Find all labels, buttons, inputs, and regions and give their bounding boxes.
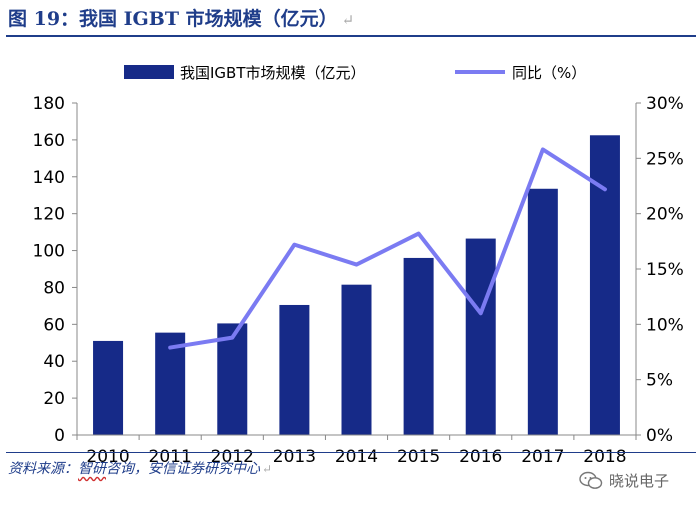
legend-bar-label: 我国IGBT市场规模（亿元） xyxy=(180,64,366,82)
y-right-tick-label: 30% xyxy=(646,94,684,114)
y-left-tick-label: 160 xyxy=(33,131,65,151)
source-rest: 咨询，安信证券研究中心 xyxy=(106,461,260,477)
y-right-tick-label: 25% xyxy=(646,149,684,169)
y-left-tick-label: 140 xyxy=(33,168,65,188)
bar-2015 xyxy=(403,257,434,435)
title-divider xyxy=(6,35,696,37)
y-right-tick-label: 20% xyxy=(646,205,684,225)
wechat-icon xyxy=(579,471,603,489)
x-tick-label-2018: 2018 xyxy=(583,447,626,467)
source-highlight: 智研 xyxy=(78,461,106,477)
bar-2011 xyxy=(155,332,186,435)
watermark: 晓说电子 xyxy=(579,470,669,491)
y-left-tick-label: 180 xyxy=(33,94,65,114)
y-right-tick-label: 0% xyxy=(646,426,673,446)
y-right-tick-label: 5% xyxy=(646,371,673,391)
bar-2017 xyxy=(527,188,558,435)
x-tick-label-2013: 2013 xyxy=(273,447,316,467)
source-note: 资料来源：智研咨询，安信证券研究中心 ↵ xyxy=(8,458,272,478)
legend-line-label: 同比（%） xyxy=(512,64,586,82)
bar-2014 xyxy=(341,284,372,435)
source-divider xyxy=(6,452,696,453)
y-left-tick-label: 80 xyxy=(43,278,65,298)
source-prefix: 资料来源： xyxy=(8,461,78,477)
y-left-tick-label: 20 xyxy=(43,389,65,409)
y-right-tick-label: 15% xyxy=(646,260,684,280)
legend-bar-swatch xyxy=(124,65,174,79)
y-left-tick-label: 120 xyxy=(33,205,65,225)
x-tick-label-2015: 2015 xyxy=(397,447,440,467)
x-tick-label-2014: 2014 xyxy=(335,447,378,467)
y-left-tick-label: 60 xyxy=(43,315,65,335)
return-mark-icon: ↵ xyxy=(341,11,355,29)
bar-2016 xyxy=(465,238,496,435)
y-left-tick-label: 0 xyxy=(54,426,65,446)
x-tick-label-2016: 2016 xyxy=(459,447,502,467)
bar-2013 xyxy=(279,304,310,435)
figure-title-text: 图 19：我国 IGBT 市场规模（亿元） xyxy=(8,8,338,30)
watermark-text: 晓说电子 xyxy=(609,472,670,490)
bar-2010 xyxy=(93,340,124,435)
bar-2012 xyxy=(217,323,248,435)
source-return-mark-icon: ↵ xyxy=(262,462,273,476)
figure-title: 图 19：我国 IGBT 市场规模（亿元） ↵ xyxy=(8,4,354,31)
y-left-tick-label: 40 xyxy=(43,352,65,372)
y-left-tick-label: 100 xyxy=(33,242,65,262)
y-right-tick-label: 10% xyxy=(646,315,684,335)
growth-line xyxy=(168,147,607,350)
x-tick-label-2017: 2017 xyxy=(521,447,564,467)
